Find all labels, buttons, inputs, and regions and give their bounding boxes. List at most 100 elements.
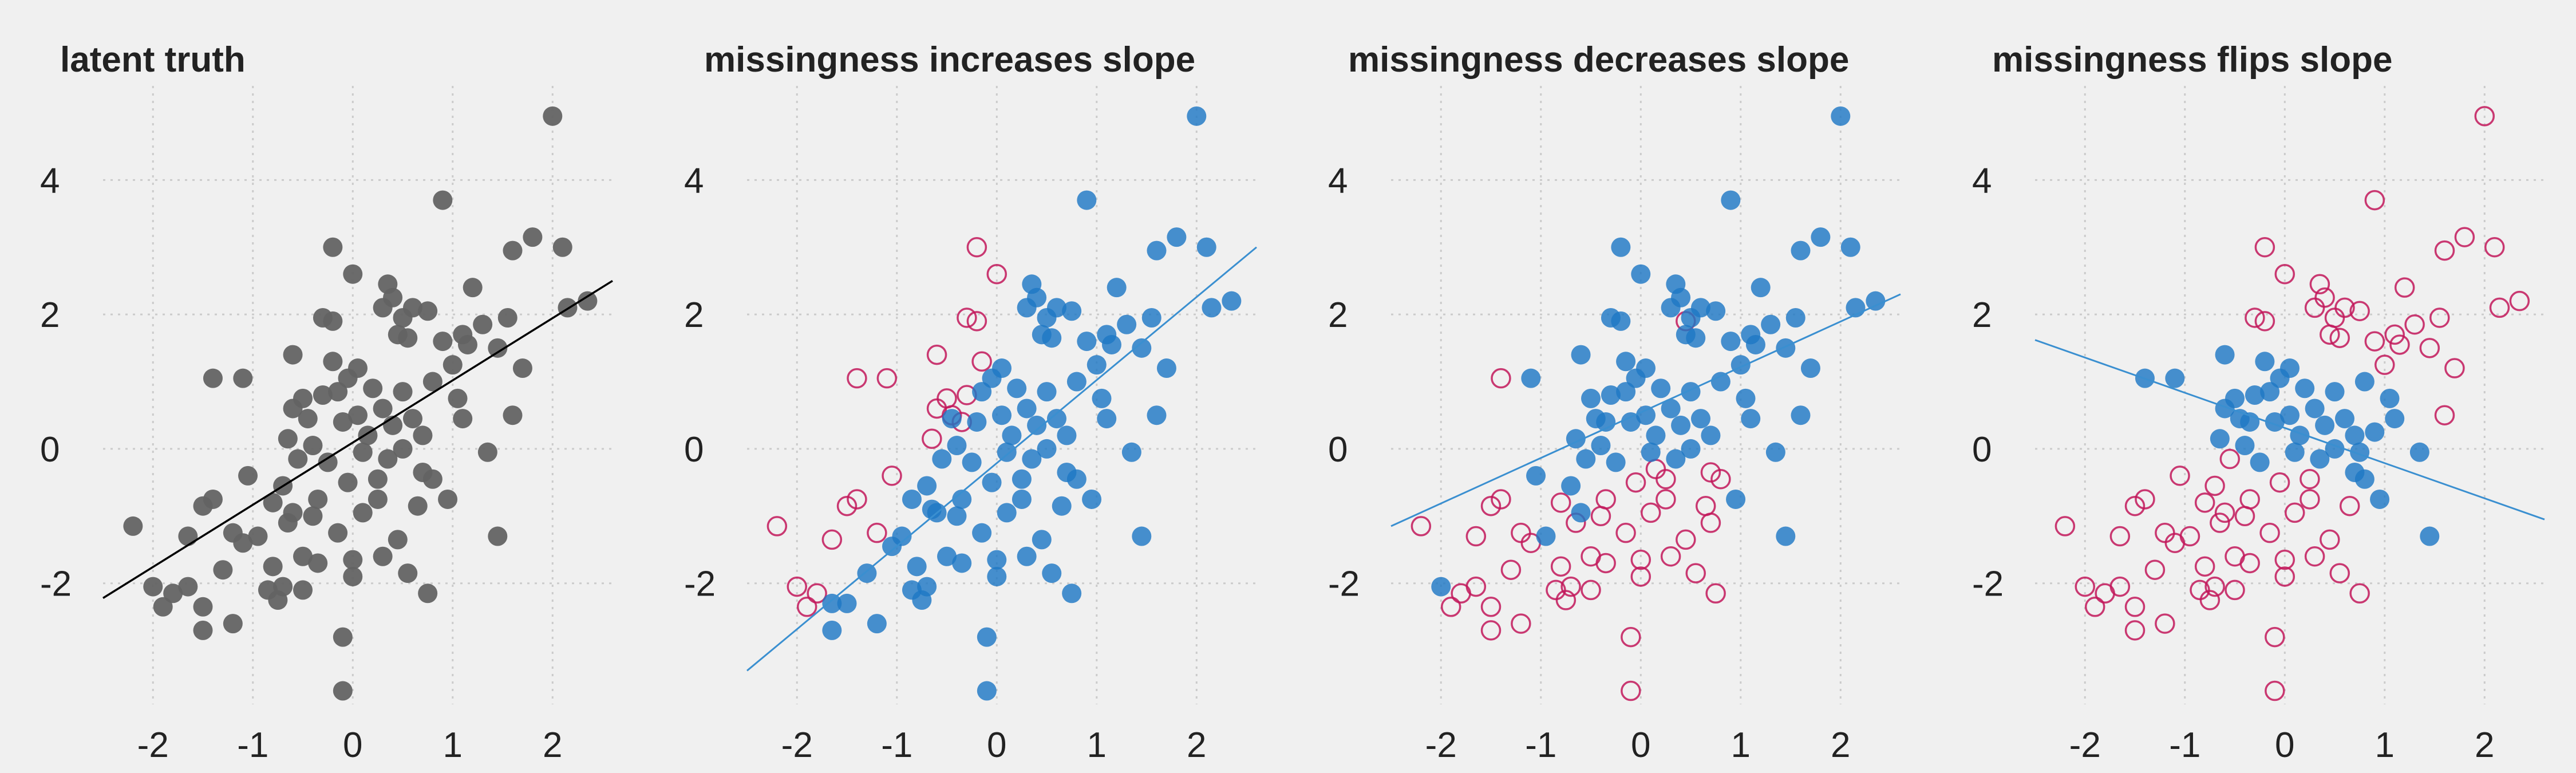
panel-2-observed-point: [972, 523, 992, 543]
panel-2-observed-point: [1092, 388, 1112, 408]
panel-4-missing-point: [2274, 566, 2296, 587]
panel-4-missing-point: [2394, 277, 2415, 298]
panel-2-xtick-label: -1: [881, 725, 912, 765]
panel-2-observed-point: [1012, 469, 1032, 489]
panel-1-point: [552, 237, 572, 257]
panel-2-observed-point: [1037, 382, 1057, 402]
panel-1-point: [283, 345, 303, 365]
panel-4-missing-point: [2254, 236, 2275, 258]
panel-4-missing-point: [2239, 553, 2260, 574]
panel-4-missing-point: [2210, 512, 2230, 533]
panel-2-missing-point: [957, 307, 977, 328]
panel-2-observed-point: [917, 476, 937, 496]
panel-4-xtick-label: 1: [2375, 725, 2395, 765]
panel-1-point: [353, 503, 373, 523]
panel-1-point: [543, 106, 563, 126]
panel-2-observed-point: [1101, 334, 1121, 354]
panel-1-point: [263, 557, 283, 577]
panel-1-point: [293, 388, 313, 408]
panel-1-xtick-label: 2: [543, 725, 562, 765]
panel-4-missing-point: [2304, 546, 2325, 567]
panel-1-point: [323, 311, 343, 331]
panel-1-ytick-label: 0: [40, 430, 60, 470]
panel-1-point: [373, 399, 393, 419]
panel-3-xtick-label: 1: [1731, 725, 1751, 765]
panel-2-observed-point: [902, 489, 922, 509]
panel-1-point: [333, 412, 353, 432]
panel-1-point: [442, 355, 463, 375]
panel-4-observed-point: [2325, 382, 2345, 402]
panel-2-observed-point: [977, 627, 997, 647]
panel-1-point: [308, 489, 328, 509]
panel-2-missing-point: [966, 236, 987, 258]
panel-1-point: [233, 368, 253, 388]
panel-2-observed-point: [1007, 378, 1027, 399]
panel-3-missing-point: [1640, 502, 1661, 523]
panel-3-observed-point: [1571, 345, 1591, 365]
panel-2-observed-point: [952, 489, 972, 509]
panel-2-regression-line: [746, 246, 1257, 672]
panel-2-observed-point: [1086, 355, 1107, 375]
panel-4-observed-point: [2409, 442, 2429, 462]
panel-1-point: [497, 308, 517, 328]
panel-4-missing-point: [2194, 492, 2215, 513]
panel-1-point: [303, 506, 323, 526]
panel-2-observed-point: [1077, 332, 1097, 352]
panel-1-point: [512, 358, 532, 378]
panel-3-missing-point: [1480, 597, 1502, 617]
panel-3-observed-point: [1721, 332, 1741, 352]
panel-3-missing-point: [1621, 680, 1641, 701]
panel-3-missing-point: [1685, 563, 1706, 583]
panel-2-observed-point: [1046, 409, 1066, 429]
panel-1-title: latent truth: [60, 40, 246, 80]
panel-3-observed-point: [1571, 503, 1591, 523]
panel-3-observed-point: [1690, 409, 1710, 429]
panel-4-missing-point: [2245, 307, 2265, 328]
panel-3-observed-point: [1561, 476, 1581, 496]
panel-3-regression-line: [1390, 293, 1901, 527]
panel-2-observed-point: [917, 577, 937, 597]
panel-2-xtick-label: 0: [987, 725, 1006, 765]
panel-3-missing-point: [1660, 546, 1681, 567]
panel-3-observed-point: [1521, 368, 1541, 388]
panel-2-missing-point: [836, 495, 858, 516]
panel-4-missing-point: [2434, 240, 2455, 261]
panel-4-xtick-label: -1: [2169, 725, 2200, 765]
panel-1-point: [368, 489, 388, 509]
panel-2-observed-point: [942, 409, 962, 429]
panel-2-xtick-label: 1: [1087, 725, 1107, 765]
panel-2-observed-point: [1027, 287, 1047, 307]
panel-2-missing-point: [807, 583, 827, 604]
panel-4-missing-point: [2055, 516, 2076, 537]
panel-1-point: [238, 466, 258, 486]
panel-2-observed-point: [1032, 530, 1052, 550]
panel-4-observed-point: [2280, 358, 2300, 378]
panel-4-missing-point: [2334, 297, 2355, 318]
panel-1-point: [328, 382, 348, 402]
panel-1-points: [123, 106, 598, 701]
panel-2-missing-point: [876, 368, 898, 389]
panel-2-title: missingness increases slope: [704, 40, 1195, 80]
panel-2-observed-point: [1141, 308, 1161, 328]
panel-3-missing-point: [1560, 576, 1581, 597]
panel-4-x-ticks: -2 -1 0 1 2: [2069, 725, 2495, 765]
panel-1-point: [213, 560, 233, 580]
panel-1-point: [273, 577, 293, 597]
panel-1-point: [422, 372, 442, 392]
panel-4-missing-point: [2204, 475, 2225, 496]
panel-3-observed-point: [1601, 385, 1621, 405]
panel-1-fit-line: [102, 279, 613, 600]
panel-4-ytick-label: 2: [1972, 295, 1992, 335]
panel-3-missing-point: [1555, 590, 1577, 610]
panel-1-point: [453, 409, 473, 429]
panel-3-missing-point: [1480, 620, 1502, 641]
panel-3-observed-point: [1751, 278, 1771, 298]
panel-1-point: [578, 291, 598, 311]
panel-3-observed-point: [1606, 452, 1626, 472]
panel-3-observed-point: [1581, 388, 1601, 408]
panel-3-observed-point: [1591, 436, 1611, 456]
panel-1-regression-line: [102, 279, 613, 600]
panel-3-observed-point: [1831, 106, 1851, 126]
panel-4-missing-point: [2269, 472, 2290, 493]
panel-4-missing-point: [2384, 324, 2405, 345]
